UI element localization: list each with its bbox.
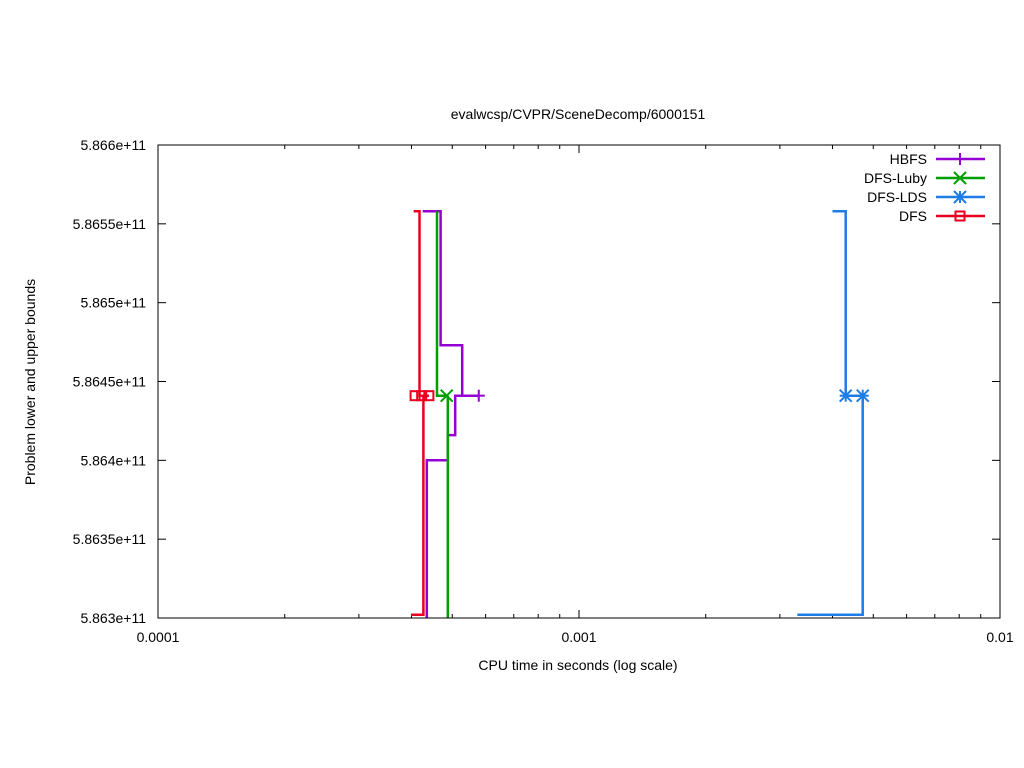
series-dfs-point — [409, 390, 421, 402]
series-dfs-lds-lower-bound — [797, 395, 864, 617]
series-dfs-lds-point — [856, 388, 870, 403]
series-dfs-lds — [797, 209, 870, 617]
series-hbfs-point — [472, 389, 485, 402]
x-tick-label: 0.0001 — [137, 629, 180, 645]
legend-marker-dfs-lds — [953, 190, 967, 204]
series-dfs-luby-point — [439, 388, 454, 403]
y-tick-label: 5.864e+11 — [80, 452, 146, 468]
x-tick-label: 0.001 — [561, 629, 596, 645]
y-tick-label: 5.865e+11 — [80, 295, 146, 311]
series-dfs-luby — [435, 211, 454, 618]
chart-title: evalwcsp/CVPR/SceneDecomp/6000151 — [451, 106, 706, 122]
y-axis-label: Problem lower and upper bounds — [22, 279, 38, 485]
x-tick-label: 0.01 — [986, 629, 1013, 645]
y-tick-label: 5.8635e+11 — [73, 531, 147, 547]
series-layer — [409, 209, 870, 618]
y-tick-label: 5.8645e+11 — [73, 374, 147, 390]
series-dfs-lds-point — [838, 388, 853, 403]
legend-marker-dfs — [954, 210, 966, 222]
series-dfs-point — [423, 390, 435, 402]
y-tick-label: 5.866e+11 — [80, 137, 146, 153]
legend-label-dfs: DFS — [899, 208, 927, 224]
y-tick-label: 5.863e+11 — [80, 610, 146, 626]
legend: HBFS DFS-Luby DFS-LDS DFS — [864, 151, 985, 224]
plot-frame — [157, 144, 1001, 619]
legend-marker-dfs-luby — [953, 171, 967, 185]
series-dfs-luby-upper-bound — [435, 211, 447, 397]
series-dfs-lds-upper-bound — [832, 209, 863, 397]
legend-label-dfs-lds: DFS-LDS — [867, 189, 927, 205]
ticks-layer: 5.863e+11 5.8635e+11 5.864e+11 5.8645e+11 5.… — [73, 137, 1014, 645]
series-dfs-point — [416, 390, 428, 402]
y-tick-label: 5.8655e+11 — [73, 216, 147, 232]
legend-marker-hbfs — [954, 153, 966, 165]
x-axis-label: CPU time in seconds (log scale) — [478, 657, 677, 673]
legend-label-dfs-luby: DFS-Luby — [864, 170, 927, 186]
legend-label-hbfs: HBFS — [890, 151, 927, 167]
series-dfs — [409, 209, 435, 617]
